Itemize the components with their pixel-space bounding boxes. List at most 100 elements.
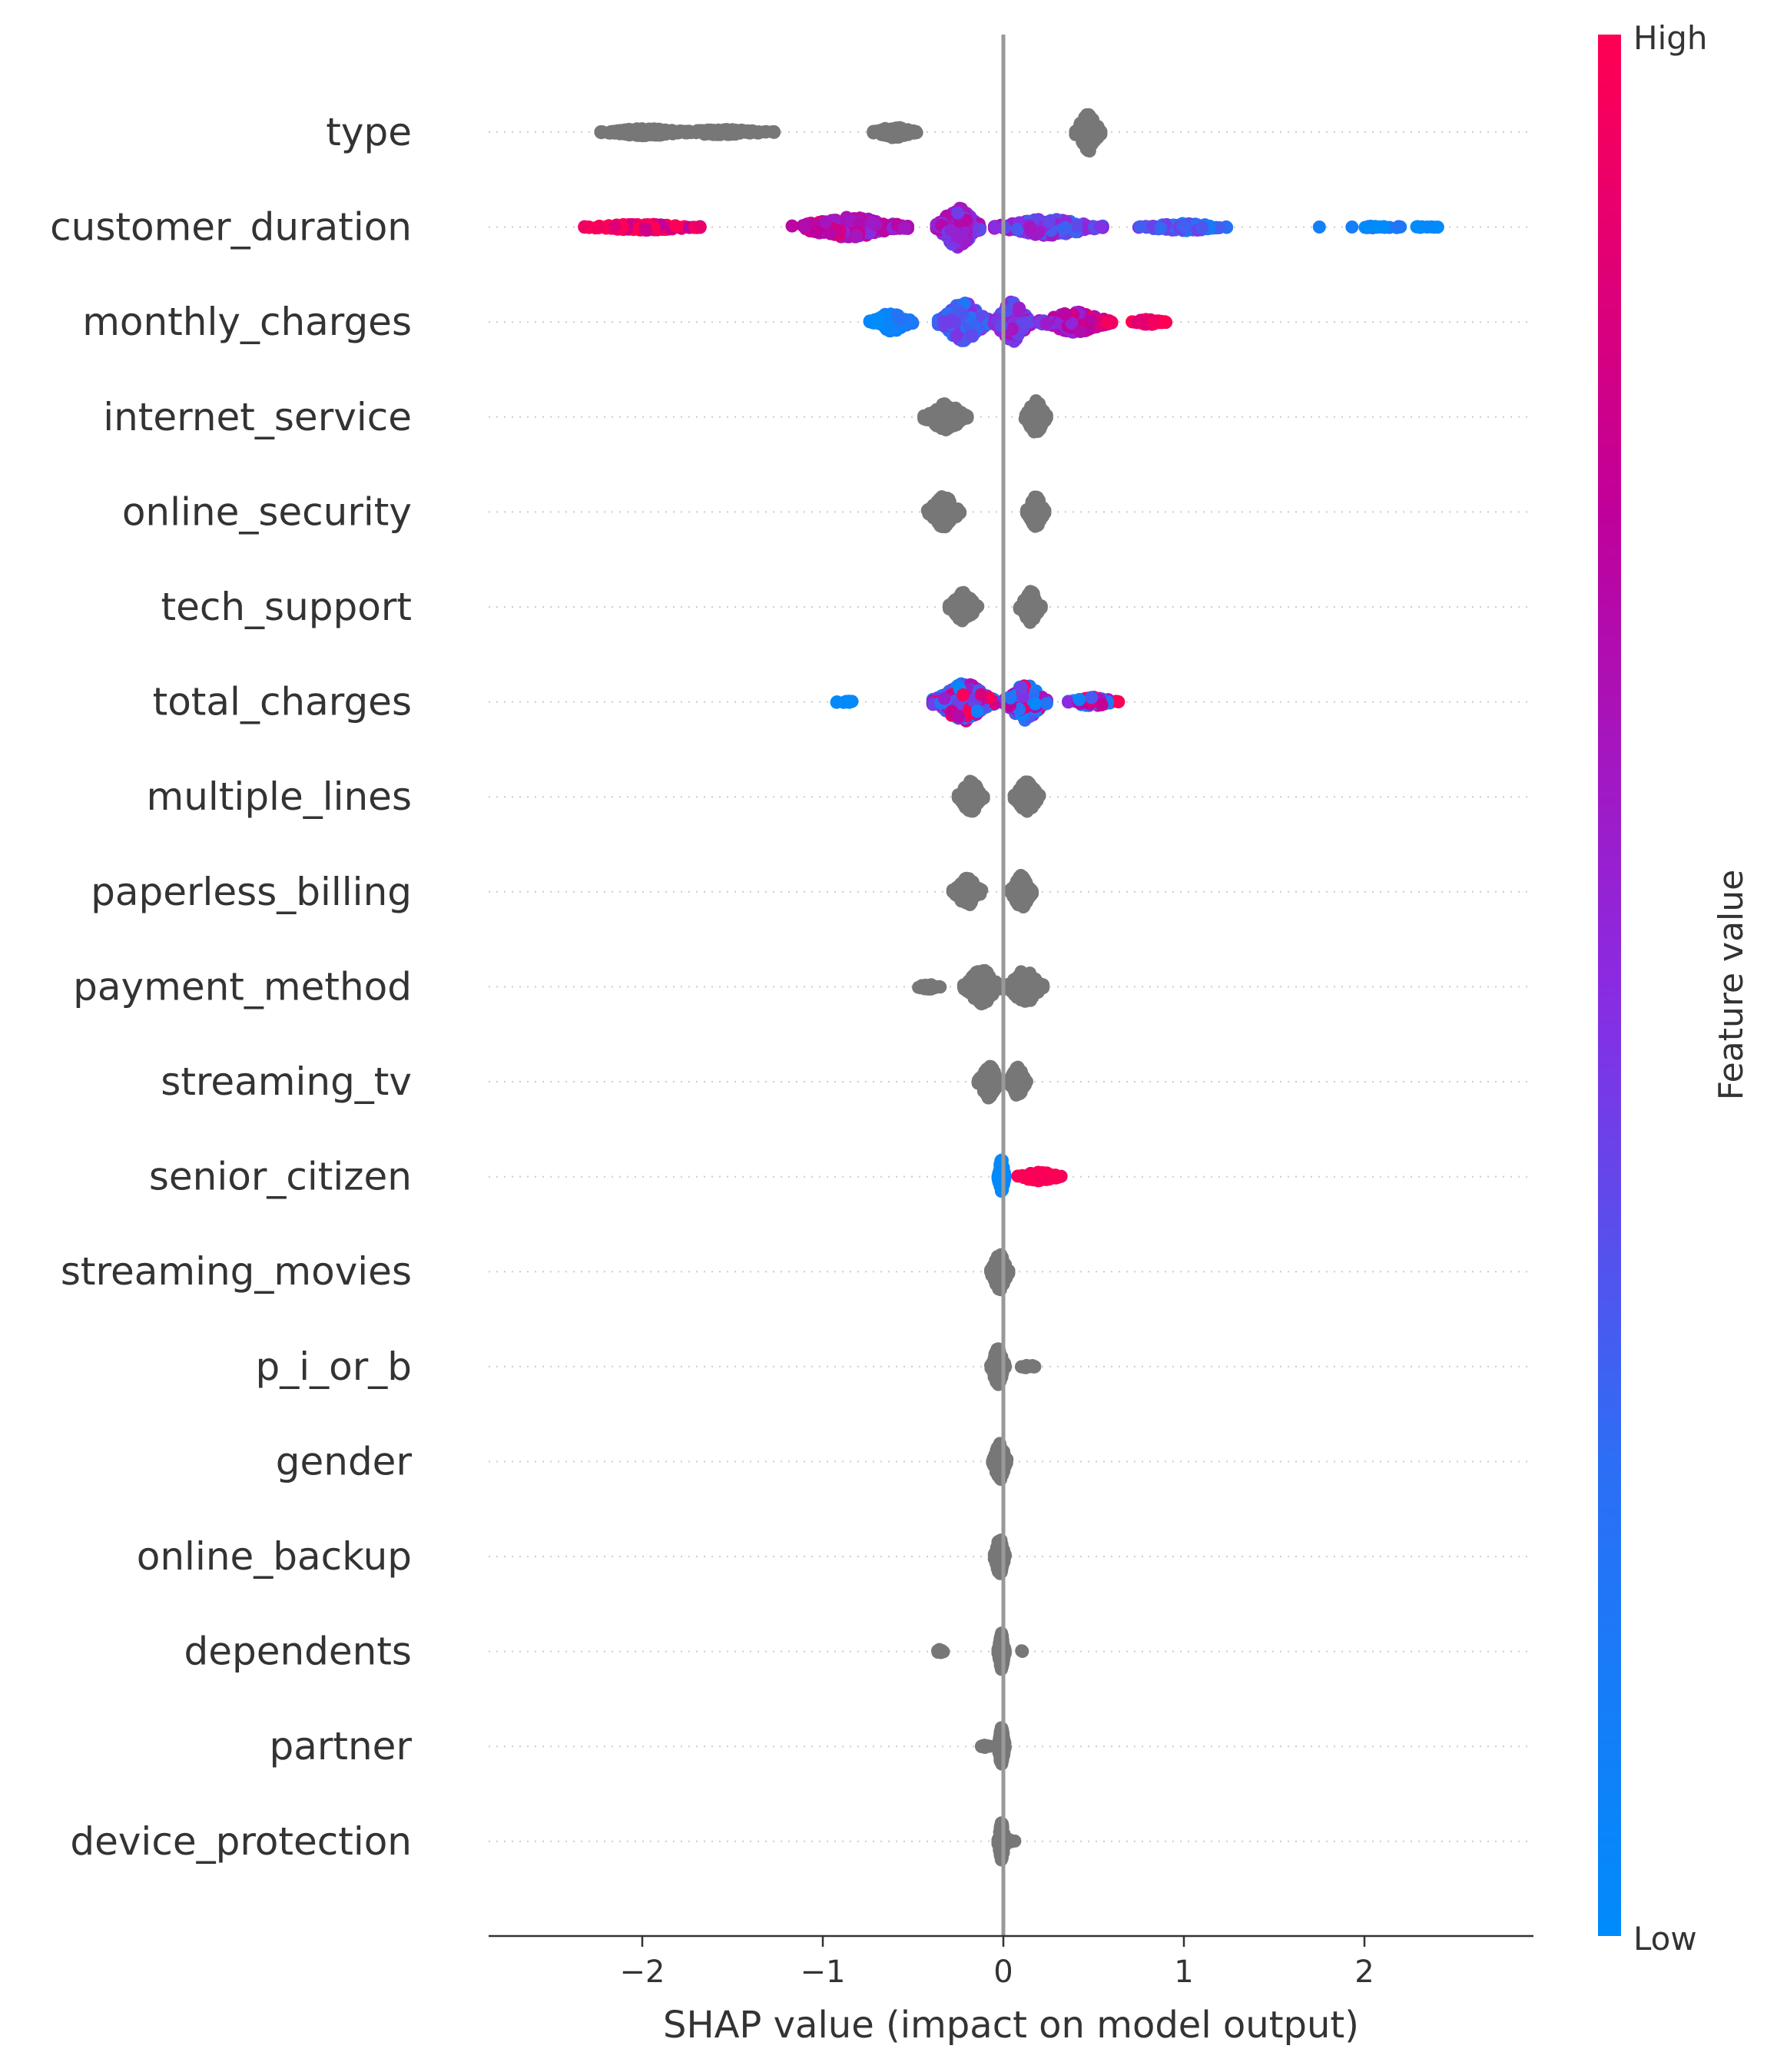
shap-point (890, 121, 904, 135)
shap-point (966, 781, 980, 795)
shap-point (633, 126, 647, 139)
shap-point (1078, 121, 1092, 134)
shap-point (1029, 697, 1042, 711)
shap-point (1133, 220, 1147, 234)
shap-point (1094, 220, 1108, 234)
shap-point (1095, 698, 1109, 711)
shap-point (950, 230, 964, 244)
shap-point (1179, 220, 1192, 234)
shap-point (1029, 794, 1043, 807)
shap-point (1069, 219, 1083, 233)
shap-point (680, 126, 694, 140)
shap-point (1023, 220, 1037, 234)
shap-point (956, 688, 970, 701)
shap-point (1010, 223, 1024, 237)
shap-point (1016, 322, 1030, 336)
shap-point (824, 227, 837, 240)
shap-point (578, 220, 592, 234)
shap-point (592, 220, 605, 234)
shap-point (1195, 220, 1208, 234)
shap-point (1085, 691, 1099, 704)
shap-points (578, 108, 1444, 1867)
shap-point (704, 124, 718, 138)
shap-point (897, 221, 911, 235)
shap-point (953, 505, 967, 519)
shap-point (903, 124, 916, 138)
shap-point (818, 215, 832, 229)
shap-point (955, 887, 968, 901)
shap-point (974, 688, 988, 701)
shap-point (1015, 681, 1029, 695)
shap-point (969, 319, 983, 333)
shap-point (922, 507, 936, 521)
shap-point (933, 980, 947, 994)
shap-point (870, 312, 884, 326)
points-customer-duration (578, 201, 1444, 254)
shap-point (594, 125, 608, 139)
shap-point (937, 691, 951, 705)
shap-point (976, 970, 990, 984)
shap-point (951, 206, 965, 220)
shap-point (1004, 1074, 1018, 1088)
shap-point (1017, 599, 1030, 613)
shap-point (1072, 693, 1086, 706)
shap-point (721, 128, 735, 141)
shap-point (613, 126, 627, 140)
shap-point (932, 498, 946, 511)
shap-point (1013, 301, 1026, 315)
shap-point (959, 589, 973, 603)
shap-point (758, 125, 771, 139)
shap-point (639, 224, 653, 237)
shap-point (978, 989, 992, 1003)
shap-point (893, 314, 907, 328)
shap-point (1312, 220, 1326, 234)
shap-point (1019, 791, 1033, 805)
shap-point (670, 125, 684, 139)
points-payment-method (912, 963, 1050, 1011)
shap-point (958, 795, 972, 809)
shap-point (984, 1063, 998, 1076)
points-monthly-charges (863, 295, 1172, 348)
points-type (594, 108, 1108, 157)
shap-point (1392, 220, 1405, 234)
shap-point (1026, 885, 1039, 899)
shap-point (739, 125, 753, 139)
shap-point (986, 1082, 1000, 1096)
shap-point (1358, 220, 1372, 234)
points-online-security (920, 490, 1052, 534)
shap-point (963, 874, 976, 887)
shap-point (1032, 598, 1046, 612)
shap-point (1154, 221, 1168, 235)
shap-point (850, 229, 864, 242)
shap-point (842, 695, 856, 708)
shap-point (946, 404, 960, 417)
shap-point (999, 304, 1013, 318)
shap-point (1086, 134, 1100, 148)
shap-point (809, 225, 823, 239)
shap-point (943, 602, 956, 615)
shap-point (1039, 697, 1053, 711)
shap-point (1042, 214, 1056, 228)
points-tech-support (943, 585, 1048, 629)
shap-point (853, 216, 867, 230)
shap-point (865, 216, 879, 230)
shap-point (1062, 695, 1076, 709)
shap-point (1059, 307, 1072, 321)
shap-point (920, 410, 934, 424)
shap-point (1031, 419, 1045, 433)
shap-point (878, 121, 892, 135)
shap-point (1147, 316, 1160, 330)
shap-point (1345, 220, 1359, 234)
shap-point (1101, 316, 1115, 330)
shap-point (1158, 315, 1172, 329)
shap-point (952, 709, 966, 723)
shap-point (1073, 325, 1087, 338)
shap-point (994, 319, 1008, 333)
points-paperless-billing (946, 869, 1039, 913)
shap-point (1421, 220, 1434, 234)
shap-point (1212, 220, 1226, 234)
shap-point (1410, 220, 1424, 234)
points-multiple-lines (951, 774, 1046, 818)
shap-point (1027, 513, 1041, 527)
